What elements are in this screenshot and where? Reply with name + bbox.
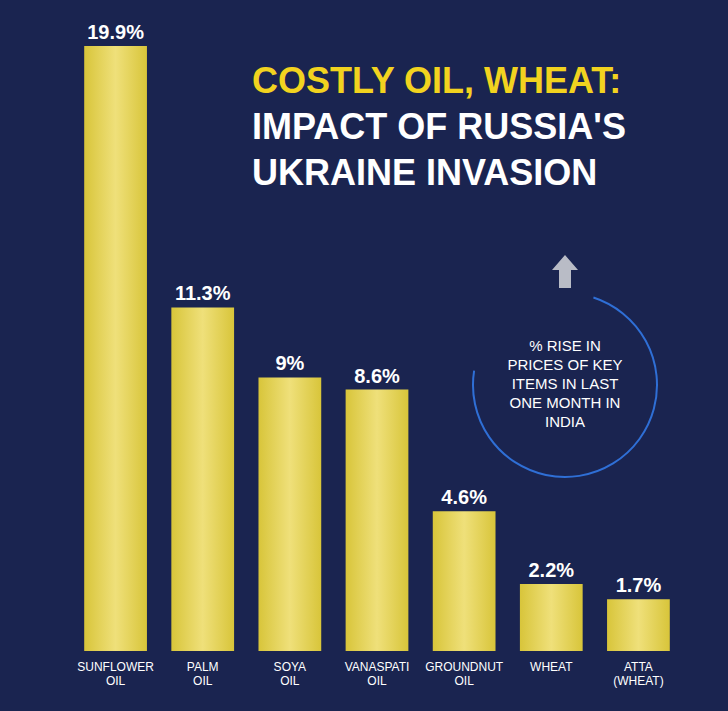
svg-text:OIL: OIL — [280, 674, 300, 688]
svg-text:OIL: OIL — [193, 674, 213, 688]
svg-text:OIL: OIL — [367, 674, 387, 688]
svg-text:(WHEAT): (WHEAT) — [613, 674, 663, 688]
svg-text:VANASPATI: VANASPATI — [345, 660, 410, 674]
svg-text:ATTA: ATTA — [624, 660, 653, 674]
svg-text:4.6%: 4.6% — [441, 486, 487, 508]
svg-text:% RISE IN: % RISE IN — [529, 337, 601, 354]
svg-text:GROUNDNUT: GROUNDNUT — [425, 660, 504, 674]
svg-text:PRICES OF KEY: PRICES OF KEY — [507, 356, 622, 373]
svg-text:ITEMS IN LAST: ITEMS IN LAST — [512, 375, 619, 392]
svg-text:WHEAT: WHEAT — [530, 660, 573, 674]
svg-text:1.7%: 1.7% — [616, 574, 662, 596]
svg-text:IMPACT OF RUSSIA'S: IMPACT OF RUSSIA'S — [252, 106, 626, 147]
svg-text:OIL: OIL — [454, 674, 474, 688]
svg-text:19.9%: 19.9% — [87, 21, 144, 43]
svg-text:OIL: OIL — [106, 674, 126, 688]
svg-text:2.2%: 2.2% — [528, 559, 574, 581]
svg-text:UKRAINE INVASION: UKRAINE INVASION — [252, 152, 597, 193]
svg-text:SUNFLOWER: SUNFLOWER — [77, 660, 154, 674]
svg-text:SOYA: SOYA — [274, 660, 306, 674]
svg-text:11.3%: 11.3% — [175, 282, 231, 304]
svg-text:8.6%: 8.6% — [354, 365, 400, 387]
svg-text:COSTLY OIL, WHEAT:: COSTLY OIL, WHEAT: — [252, 60, 621, 101]
svg-text:INDIA: INDIA — [545, 413, 585, 430]
svg-text:PALM: PALM — [187, 660, 219, 674]
svg-text:ONE MONTH IN: ONE MONTH IN — [510, 394, 621, 411]
svg-text:9%: 9% — [275, 352, 304, 374]
